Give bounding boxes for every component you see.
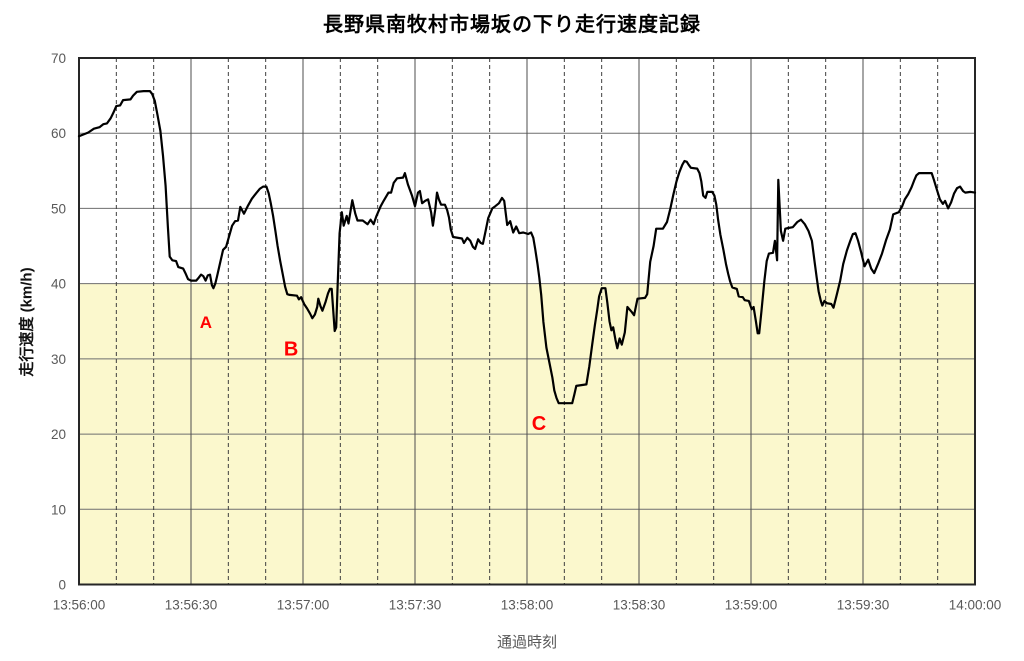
y-tick-label: 40 (51, 277, 66, 292)
chart-title: 長野県南牧村市場坂の下り走行速度記録 (323, 14, 701, 36)
x-tick-label: 13:56:30 (165, 598, 218, 613)
x-axis-title: 通過時刻 (496, 634, 557, 651)
annotation-B: B (284, 338, 298, 360)
y-tick-label: 70 (51, 51, 66, 66)
speed-line (77, 89, 977, 405)
y-tick-label: 20 (51, 427, 66, 442)
x-tick-label: 13:58:30 (613, 598, 666, 613)
y-tick-label: 0 (58, 578, 66, 593)
x-tick-label: 13:59:00 (725, 598, 778, 613)
y-tick-label: 60 (51, 126, 66, 141)
x-tick-label: 13:57:00 (277, 598, 330, 613)
y-tick-label: 30 (51, 352, 66, 367)
x-tick-label: 13:57:30 (389, 598, 442, 613)
x-tick-label: 13:58:00 (501, 598, 554, 613)
plot-border (78, 57, 976, 586)
x-tick-label: 14:00:00 (949, 598, 1002, 613)
y-tick-label: 10 (51, 502, 66, 517)
y-tick-label: 50 (51, 201, 66, 216)
x-tick-label: 13:59:30 (837, 598, 890, 613)
x-tick-label: 13:56:00 (53, 598, 106, 613)
annotation-C: C (532, 413, 546, 435)
annotation-A: A (200, 313, 212, 332)
